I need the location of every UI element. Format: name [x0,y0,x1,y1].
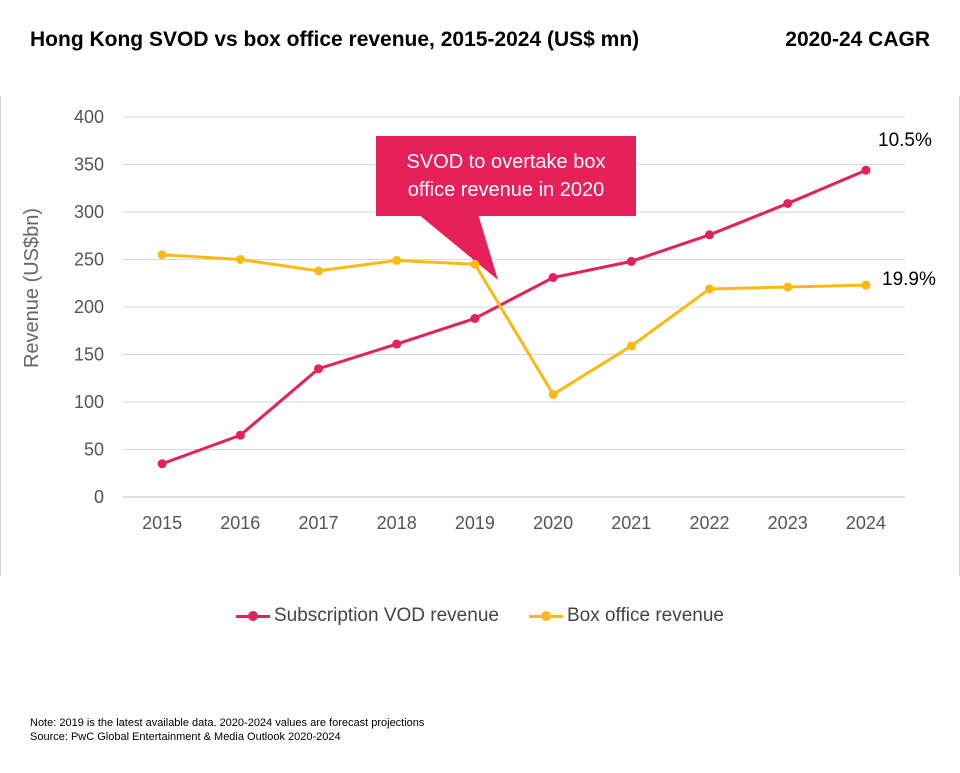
y-tick-label: 300 [74,202,104,222]
y-tick-label: 100 [74,392,104,412]
legend-label-svod: Subscription VOD revenue [274,605,499,626]
data-point [235,430,245,440]
series-group [157,165,871,469]
legend-swatch-box-office [528,611,563,621]
footnotes: Note: 2019 is the latest available data.… [30,716,424,744]
x-tick-label: 2017 [298,513,338,533]
y-axis-ticks: 0 50 100 150 200 250 300 350 400 [74,107,104,507]
data-point [861,280,871,290]
y-tick-label: 50 [84,440,104,460]
data-point [392,339,402,349]
legend-item-box-office: Box office revenue [528,605,724,627]
chart-header: Hong Kong SVOD vs box office revenue, 20… [30,28,930,52]
y-tick-label: 200 [74,297,104,317]
data-point [626,256,636,266]
data-point [235,255,245,264]
data-point [783,198,793,208]
footnote-note: Note: 2019 is the latest available data.… [30,717,425,729]
data-point [705,284,714,294]
series-line-0 [161,168,867,466]
x-tick-label: 2022 [689,513,729,533]
annotation-line-2: office revenue in 2020 [407,179,605,201]
data-point [392,255,402,265]
data-point [548,273,558,283]
grid-lines [123,116,905,498]
data-point [783,282,793,292]
series-line-1 [162,253,866,396]
data-point [157,459,167,469]
legend-swatch-svod [236,611,270,621]
x-tick-label: 2016 [220,513,260,533]
cagr-box-office: 19.9% [882,269,936,290]
x-tick-label: 2024 [846,513,886,533]
data-point [314,266,323,276]
x-tick-label: 2021 [611,513,651,533]
footnote-source: Source: PwC Global Entertainment & Media… [30,731,341,743]
annotation-line-1: SVOD to overtake box [406,151,606,173]
data-point [548,389,558,399]
data-point [626,341,636,351]
data-point [470,259,480,269]
legend-item-svod: Subscription VOD revenue [236,605,499,627]
x-tick-label: 2023 [768,513,808,533]
data-point [705,230,714,240]
chart-title: Hong Kong SVOD vs box office revenue, 20… [30,28,640,51]
y-tick-label: 250 [74,250,104,270]
data-point [861,165,871,175]
x-tick-label: 2019 [455,513,495,533]
x-tick-label: 2020 [533,513,573,533]
y-tick-label: 400 [74,107,104,127]
x-axis-ticks: 2015 2016 2017 2018 2019 2020 2021 2022 2023 2024 [142,513,886,533]
annotation-pointer [418,214,498,280]
annotation-callout: SVOD to overtake box office revenue in 2… [376,136,636,216]
y-tick-label: 350 [74,155,104,175]
cagr-heading: 2020-24 CAGR [785,28,930,51]
y-tick-label: 0 [94,487,104,507]
x-tick-label: 2018 [377,513,417,533]
data-point [157,250,167,260]
x-tick-label: 2015 [142,513,182,533]
cagr-svod: 10.5% [878,130,932,151]
legend-label-box-office: Box office revenue [566,605,724,626]
y-tick-label: 150 [74,345,104,365]
y-axis-label: Revenue (US$bn) [21,208,43,368]
data-point [470,313,480,323]
legend: Subscription VOD revenue Box office reve… [0,605,960,627]
frame-left-border [0,96,1,576]
data-point [314,364,323,374]
